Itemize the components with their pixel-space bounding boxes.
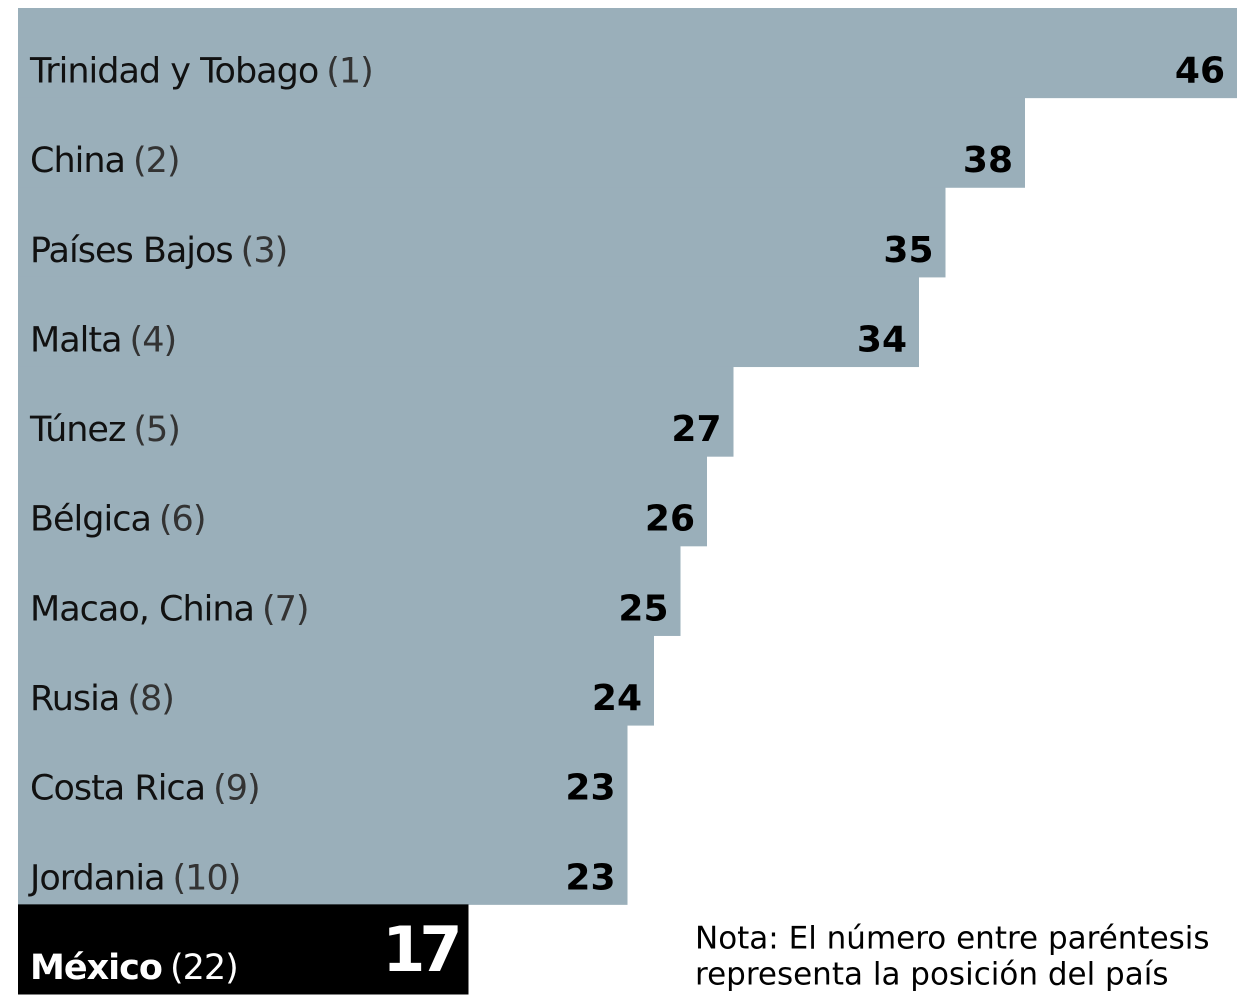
bar xyxy=(18,8,1237,99)
bar xyxy=(18,904,469,995)
country-name: Bélgica xyxy=(30,500,151,540)
country-name: Rusia xyxy=(30,679,119,719)
bar-label: China (2) xyxy=(30,141,180,181)
country-name: Malta xyxy=(30,320,122,360)
rank: (3) xyxy=(241,231,288,271)
bar xyxy=(18,97,1025,188)
country-name: Túnez xyxy=(29,410,125,450)
value-label: 24 xyxy=(592,678,642,719)
value-label: 17 xyxy=(382,913,458,986)
note: Nota: El número entre paréntesis xyxy=(695,921,1210,957)
value-label: 34 xyxy=(857,319,907,360)
bar-label: Túnez (5) xyxy=(29,410,180,450)
note: representa la posición del país xyxy=(695,957,1168,993)
bar-label: Macao, China (7) xyxy=(30,589,309,629)
rank: (5) xyxy=(133,410,180,450)
rank: (8) xyxy=(127,679,174,719)
rank: (1) xyxy=(326,52,373,92)
value-label: 23 xyxy=(565,768,615,809)
bar-label: Trinidad y Tobago (1) xyxy=(29,52,373,92)
bar-label: México (22) xyxy=(30,948,238,988)
country-name: Trinidad y Tobago xyxy=(29,52,318,92)
bar xyxy=(18,725,628,816)
bar xyxy=(18,187,946,278)
country-name: México xyxy=(30,948,162,988)
country-name: Costa Rica xyxy=(30,769,205,809)
bar-label: Malta (4) xyxy=(30,320,176,360)
rank: (22) xyxy=(170,948,238,988)
bar xyxy=(18,545,681,636)
value-label: 27 xyxy=(671,409,721,450)
bar xyxy=(18,635,654,726)
bar-label: Jordania (10) xyxy=(28,858,240,898)
value-label: 23 xyxy=(565,857,615,898)
rank: (6) xyxy=(159,500,206,540)
value-label: 46 xyxy=(1175,51,1225,92)
country-name: China xyxy=(30,141,125,181)
rank: (2) xyxy=(133,141,180,181)
bar-label: Rusia (8) xyxy=(30,679,174,719)
bar xyxy=(18,814,628,905)
country-name: Jordania xyxy=(28,858,165,898)
bar xyxy=(18,276,919,368)
value-label: 25 xyxy=(618,588,668,629)
rank: (4) xyxy=(130,320,177,360)
rank: (7) xyxy=(262,589,309,629)
country-name: Países Bajos xyxy=(30,231,233,271)
value-label: 35 xyxy=(883,230,933,271)
country-name: Macao, China xyxy=(30,589,254,629)
bar-label: Países Bajos (3) xyxy=(30,231,287,271)
value-label: 38 xyxy=(963,140,1013,181)
value-label: 26 xyxy=(645,499,695,540)
bar xyxy=(18,456,707,547)
rank: (10) xyxy=(173,858,241,898)
bar-label: Costa Rica (9) xyxy=(30,769,260,809)
bar-label: Bélgica (6) xyxy=(30,500,205,540)
bar xyxy=(18,366,734,457)
rank: (9) xyxy=(213,769,260,809)
